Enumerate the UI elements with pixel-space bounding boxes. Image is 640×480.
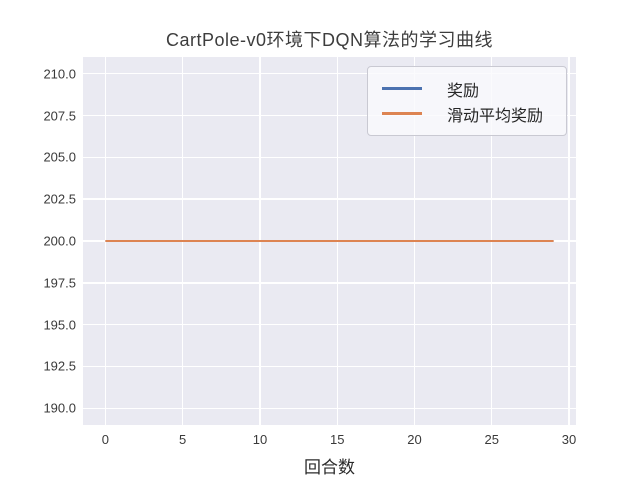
- legend-item-moving-average-reward: 滑动平均奖励: [382, 101, 566, 126]
- gridline-horizontal: [83, 73, 576, 75]
- x-tick-label: 15: [329, 432, 345, 447]
- reward-legend-label: 奖励: [447, 82, 480, 100]
- x-tick-label: 0: [101, 432, 110, 447]
- x-tick-label: 10: [252, 432, 268, 447]
- plot-area: 奖励 滑动平均奖励: [83, 57, 576, 425]
- x-tick-label: 5: [179, 432, 187, 447]
- gridline-horizontal: [83, 198, 576, 200]
- gridline-horizontal: [83, 156, 576, 159]
- y-axis: 210.0 207.5 205.0 202.5 200.0 197.5 195.0 192.5…: [0, 57, 76, 425]
- chart-title: CartPole-v0环境下DQN算法的学习曲线: [165, 30, 494, 50]
- x-tick-label: 30: [561, 432, 577, 447]
- y-tick-label: 192.5: [43, 358, 76, 374]
- y-tick-label: 197.5: [43, 275, 76, 291]
- moving-average-line-swatch: [382, 112, 422, 115]
- moving-average-legend-label: 滑动平均奖励: [447, 107, 544, 125]
- y-tick-label: 200.0: [43, 233, 76, 249]
- y-tick-label: 205.0: [43, 149, 76, 165]
- gridline-horizontal: [83, 114, 576, 117]
- gridline-horizontal: [83, 323, 576, 326]
- y-tick-label: 202.5: [43, 191, 76, 207]
- x-tick-label: 20: [407, 432, 422, 447]
- y-tick-label: 190.0: [43, 400, 76, 416]
- x-axis-label: 回合数: [304, 458, 355, 477]
- legend: 奖励 滑动平均奖励: [367, 66, 567, 136]
- legend-item-reward: 奖励: [382, 76, 566, 101]
- gridline-horizontal: [83, 407, 576, 409]
- gridline-horizontal: [83, 365, 576, 368]
- series-plot: [83, 57, 576, 425]
- y-tick-label: 207.5: [43, 108, 76, 124]
- x-axis: 0 5 10 15 20 25 30: [83, 432, 576, 450]
- y-tick-label: 195.0: [43, 317, 76, 333]
- y-tick-label: 210.0: [43, 66, 76, 82]
- gridline-horizontal: [83, 282, 576, 284]
- x-tick-label: 25: [484, 432, 499, 447]
- reward-line-swatch: [382, 87, 422, 90]
